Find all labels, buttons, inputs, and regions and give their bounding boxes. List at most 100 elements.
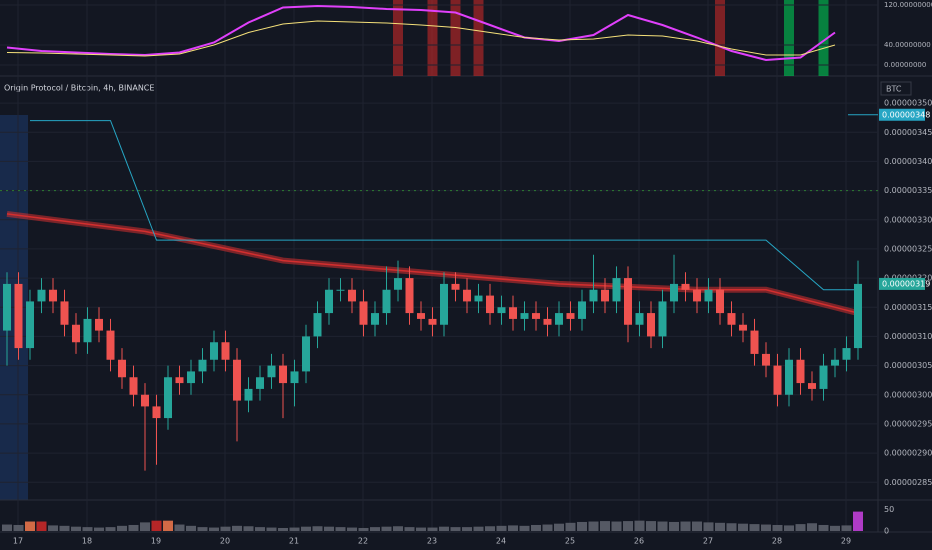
candle-body [233, 359, 241, 401]
signal-band [784, 0, 794, 76]
oscillator-tick-label: 40.00000000 [884, 41, 931, 49]
moving-average [6, 213, 859, 314]
candle-body [532, 313, 540, 319]
volume-bar [600, 521, 610, 531]
volume-bar [669, 521, 679, 531]
candle-body [141, 394, 149, 407]
volume-bar [577, 521, 587, 531]
candle-body [658, 301, 667, 337]
candle-body [26, 301, 34, 349]
volume-bar [36, 521, 47, 531]
volume-bar [381, 526, 392, 531]
candle-body [118, 359, 126, 378]
candle-body [313, 313, 322, 337]
volume-bar [784, 525, 794, 531]
candle-body [60, 301, 69, 325]
oscillator-line [6, 4, 836, 62]
candle-body [486, 295, 494, 314]
candle-body [359, 301, 368, 325]
signal-band [715, 0, 725, 76]
resistance-line [30, 120, 858, 291]
candle-body [152, 406, 161, 419]
candle-body [49, 289, 57, 302]
volume-bar [117, 525, 127, 531]
candle-body [612, 278, 621, 302]
candle-body [198, 359, 207, 372]
volume-bar [761, 524, 771, 531]
candle-body [831, 359, 839, 366]
volume-bar [427, 527, 438, 531]
volume-tick-label: 50 [884, 505, 894, 514]
candle-body [371, 313, 379, 325]
y-tick-label: 0.00000340 [884, 157, 932, 166]
x-tick-label: 24 [496, 537, 506, 546]
candle-body [95, 318, 103, 331]
x-tick-label: 17 [13, 537, 23, 546]
volume-bar [715, 522, 725, 531]
volume-bar [82, 527, 93, 531]
candle-body [14, 283, 23, 349]
volume-bar [404, 527, 415, 531]
volume-bar [266, 527, 277, 531]
candle-body [578, 301, 586, 319]
candle-body [394, 278, 402, 290]
candle-body [750, 330, 759, 354]
candle-body [647, 313, 655, 337]
volume-bar [197, 527, 208, 531]
candle-body [785, 359, 793, 395]
volume-bar [588, 521, 599, 531]
candle-body [72, 324, 80, 343]
candle-body [405, 278, 414, 314]
candle-body [762, 353, 770, 366]
candle-body [175, 377, 184, 384]
volume-bar [243, 526, 254, 531]
volume-bar [853, 511, 863, 531]
x-tick-label: 23 [427, 537, 437, 546]
candle-body [555, 313, 563, 325]
candle-body [129, 377, 138, 395]
oscillator-tick-label: 120.00000000 [884, 1, 932, 9]
volume-bar [255, 527, 265, 531]
candle-body [451, 283, 460, 290]
last-price: 0.00000319 [882, 279, 930, 288]
oscillator-tick-label: 0.00000000 [884, 61, 926, 69]
y-tick-label: 0.00000300 [884, 390, 932, 399]
y-tick-label: 0.00000325 [884, 244, 932, 253]
volume-bar [634, 520, 645, 531]
volume-bar [324, 526, 334, 531]
volume-bar [2, 524, 12, 531]
candle-body [210, 342, 218, 360]
volume-bar [209, 527, 219, 531]
volume-bar [611, 521, 622, 531]
signal-band [473, 0, 484, 76]
volume-bar [358, 527, 369, 531]
volume-bar [186, 525, 196, 531]
volume-bar [508, 525, 518, 531]
y-tick-label: 0.00000285 [884, 478, 932, 487]
volume-bar [59, 525, 70, 531]
volume-bar [462, 527, 472, 531]
volume-bar [692, 521, 702, 531]
candle-body [543, 318, 552, 325]
y-tick-label: 0.00000330 [884, 215, 932, 224]
volume-bar [48, 525, 58, 531]
volume-bar [105, 527, 116, 531]
volume-bar [519, 525, 530, 531]
candle-body [164, 377, 172, 419]
candle-body [428, 318, 437, 325]
x-tick-label: 29 [841, 537, 851, 546]
y-tick-label: 0.00000295 [884, 419, 932, 428]
y-tick-label: 0.00000315 [884, 303, 932, 312]
volume-bar [128, 524, 139, 531]
volume-bar [738, 523, 748, 531]
x-tick-label: 19 [151, 537, 161, 546]
candle-body [463, 289, 471, 302]
y-tick-label: 0.00000290 [884, 449, 932, 458]
signal-band [450, 0, 461, 76]
volume-bar [312, 526, 323, 531]
volume-bar [301, 526, 311, 531]
volume-bar [232, 525, 242, 531]
volume-bar [772, 524, 783, 531]
volume-bar [680, 521, 691, 531]
volume-bar [496, 525, 507, 531]
